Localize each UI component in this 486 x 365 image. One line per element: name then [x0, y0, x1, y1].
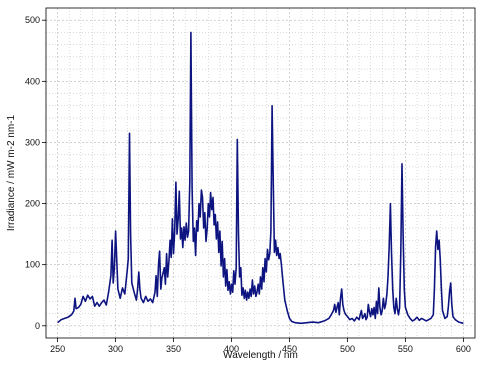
- x-tick-label: 300: [108, 344, 123, 354]
- x-tick-label: 450: [282, 344, 297, 354]
- x-tick-label: 400: [224, 344, 239, 354]
- grid-layer: [46, 8, 475, 338]
- ticks-layer: 250 300 350 400 450 500 550 600 0 100 200 300 400 500: [25, 15, 471, 354]
- y-tick-label: 0: [35, 321, 40, 331]
- y-tick-label: 500: [25, 15, 40, 25]
- x-tick-label: 600: [456, 344, 471, 354]
- y-tick-label: 300: [25, 137, 40, 147]
- y-tick-label: 100: [25, 260, 40, 270]
- x-tick-label: 550: [398, 344, 413, 354]
- x-tick-label: 350: [166, 344, 181, 354]
- x-axis-title: Wavelength / nm: [223, 350, 298, 361]
- x-tick-label: 250: [50, 344, 65, 354]
- plot-frame: [45, 7, 476, 339]
- series-line: [57, 31, 464, 325]
- y-tick-label: 200: [25, 199, 40, 209]
- x-tick-label: 500: [340, 344, 355, 354]
- y-axis-title: Irradiance / mW m-2 nm-1: [6, 114, 17, 231]
- y-tick-label: 400: [25, 76, 40, 86]
